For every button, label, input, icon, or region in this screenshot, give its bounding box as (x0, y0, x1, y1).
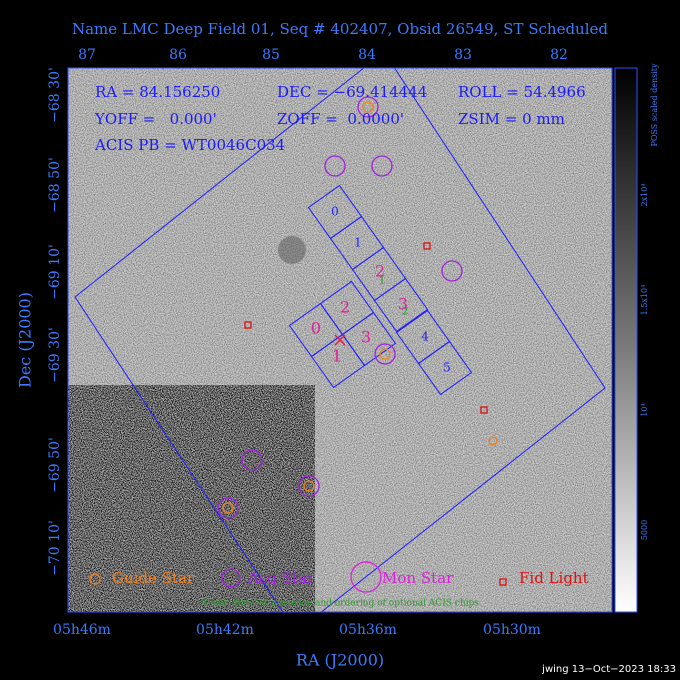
info-text: ACIS PB = WT0046C034 (94, 136, 285, 154)
colorbar-title: POSS scaled density (650, 63, 659, 147)
info-text: RA = 84.156250 (95, 83, 220, 101)
legend-label: Acq Star (247, 569, 315, 587)
left-tick-label: −69 50' (47, 437, 63, 493)
top-axis: 87 86 85 84 83 82 (78, 47, 568, 63)
info-text: ROLL = 54.4966 (458, 83, 586, 101)
y-axis-label: Dec (J2000) (16, 292, 35, 388)
legend: Guide Star Acq Star Mon Star Fid Light G… (89, 561, 589, 609)
colorbar (614, 67, 638, 613)
colorbar-tick-label: 5000 (640, 520, 649, 540)
note: Green denotes presence and ordering of o… (201, 599, 479, 609)
left-tick-label: −70 10' (47, 520, 63, 576)
top-tick-label: 86 (169, 47, 187, 63)
info-text: ZSIM = 0 mm (458, 110, 565, 128)
info-text: ZOFF = 0.0000' (277, 110, 404, 128)
chip-label: 4 (421, 330, 429, 344)
legend-label: Guide Star (112, 569, 195, 587)
chip-label: 2 (340, 298, 350, 317)
colorbar-tick-label: 1.5x10⁴ (640, 285, 649, 316)
top-tick-label: 87 (78, 47, 96, 63)
colorbar-tick-label: 10⁴ (640, 403, 649, 416)
acis-chips (288, 184, 473, 396)
chip-label: 0 (331, 205, 339, 219)
footer: jwing 13−Oct−2023 18:33 (541, 664, 676, 675)
legend-label: Mon Star (382, 569, 454, 587)
title: Name LMC Deep Field 01, Seq # 402407, Ob… (72, 20, 608, 38)
left-tick-label: −69 10' (47, 244, 63, 300)
chip-label: 1 (354, 236, 362, 250)
left-tick-label: −68 30' (47, 67, 63, 123)
top-tick-label: 82 (550, 47, 568, 63)
info-text: DEC = −69.414444 (277, 83, 427, 101)
bottom-tick-label: 05h42m (196, 622, 254, 638)
bottom-tick-label: 05h46m (53, 622, 111, 638)
chip-label: 3 (398, 295, 408, 314)
left-axis: −68 30' −68 50' −69 10' −69 30' −69 50' … (16, 67, 64, 576)
chip-label: 1 (332, 347, 342, 366)
chip-label: 3 (361, 328, 371, 347)
acq-stars (217, 155, 463, 519)
chip-label: 2 (375, 262, 385, 281)
optional-chip-label: 2 (402, 307, 408, 318)
bottom-tick-label: 05h30m (483, 622, 541, 638)
guide-stars (222, 101, 498, 514)
colorbar-tick-label: 2x10⁴ (640, 184, 649, 207)
info-text: YOFF = 0.000' (94, 110, 217, 128)
fid-lights (244, 242, 488, 414)
optional-chip-label: 1 (379, 276, 385, 287)
top-tick-label: 85 (262, 47, 280, 63)
colorbar-labels: POSS scaled density 2x10⁴ 1.5x10⁴ 10⁴ 50… (640, 63, 659, 540)
top-tick-label: 84 (358, 47, 376, 63)
legend-label: Fid Light (519, 569, 589, 587)
chip-labels: 0 1 2 3 4 5 0 2 3 1 1 2 (311, 205, 451, 375)
bottom-tick-label: 05h36m (339, 622, 397, 638)
x-axis-label: RA (J2000) (296, 651, 384, 670)
chip-label: 5 (443, 361, 451, 375)
aimpoint (334, 334, 346, 346)
acq-star (357, 96, 379, 118)
bottom-axis: 05h46m 05h42m 05h36m 05h30m RA (J2000) (53, 622, 541, 670)
top-tick-label: 83 (454, 47, 472, 63)
left-tick-label: −69 30' (47, 327, 63, 383)
plot-frame (67, 67, 613, 613)
chip-label: 0 (311, 319, 321, 338)
left-tick-label: −68 50' (47, 157, 63, 213)
info-block: RA = 84.156250 DEC = −69.414444 ROLL = 5… (94, 83, 586, 154)
